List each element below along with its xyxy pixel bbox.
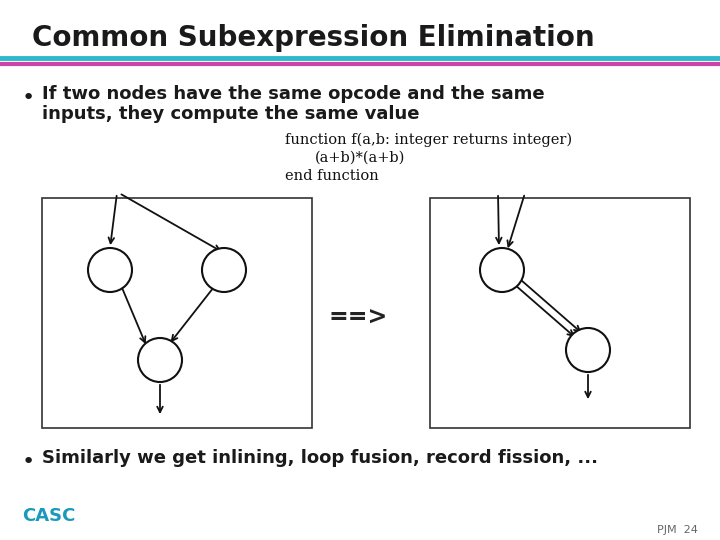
- Text: (a+b)*(a+b): (a+b)*(a+b): [315, 151, 405, 165]
- FancyBboxPatch shape: [42, 198, 312, 428]
- Text: •: •: [22, 452, 35, 472]
- Text: Similarly we get inlining, loop fusion, record fission, ...: Similarly we get inlining, loop fusion, …: [42, 449, 598, 467]
- FancyBboxPatch shape: [430, 198, 690, 428]
- Circle shape: [566, 328, 610, 372]
- Text: Common Subexpression Elimination: Common Subexpression Elimination: [32, 24, 595, 52]
- Text: function f(a,b: integer returns integer): function f(a,b: integer returns integer): [285, 133, 572, 147]
- Text: ==>: ==>: [328, 306, 387, 330]
- Circle shape: [480, 248, 524, 292]
- Text: PJM  24: PJM 24: [657, 525, 698, 535]
- Text: inputs, they compute the same value: inputs, they compute the same value: [42, 105, 420, 123]
- Text: •: •: [22, 88, 35, 108]
- Circle shape: [88, 248, 132, 292]
- Text: If two nodes have the same opcode and the same: If two nodes have the same opcode and th…: [42, 85, 544, 103]
- Circle shape: [138, 338, 182, 382]
- Text: CASC: CASC: [22, 507, 76, 525]
- Text: end function: end function: [285, 169, 379, 183]
- Circle shape: [202, 248, 246, 292]
